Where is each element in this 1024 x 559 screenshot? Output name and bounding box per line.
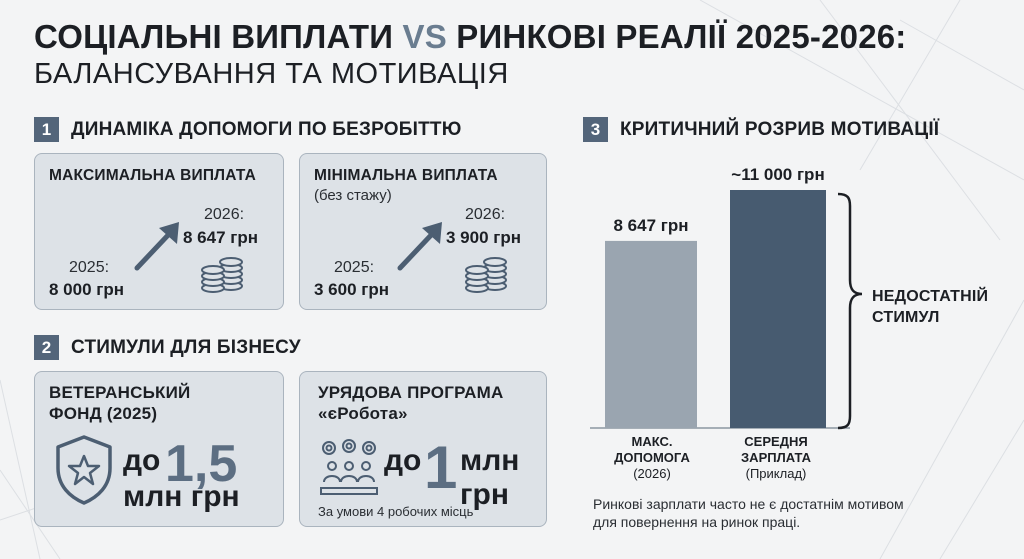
bar-label-benefit-line1: МАКС. [631, 434, 673, 449]
section3-number: 3 [583, 117, 608, 142]
coins-stack-icon [201, 257, 243, 293]
title-vs: VS [402, 18, 447, 55]
max-year-from: 2025: [69, 259, 110, 276]
erobota-note: За умови 4 робочих місць [318, 504, 474, 519]
max-value-from: 8 000 грн [49, 280, 124, 299]
bar-benefit [605, 240, 697, 428]
section1-title: ДИНАМІКА ДОПОМОГИ ПО БЕЗРОБІТТЮ [71, 118, 462, 140]
erobota-title-line2: «єРобота» [318, 404, 408, 423]
page-title: СОЦІАЛЬНІ ВИПЛАТИ VS РИНКОВІ РЕАЛІЇ 2025… [34, 18, 907, 56]
section2-number: 2 [34, 335, 59, 360]
title-part2: РИНКОВІ РЕАЛІЇ 2025-2026: [456, 18, 907, 55]
footnote-line2: для повернення на ринок праці. [593, 514, 801, 530]
veteran-fund-title: ВЕТЕРАНСЬКИЙ ФОНД (2025) [49, 382, 190, 424]
brace-label: НЕДОСТАТНІЙ СТИМУЛ [872, 286, 988, 328]
section2-header: 2 СТИМУЛИ ДЛЯ БІЗНЕСУ [34, 335, 301, 360]
erobota-card: УРЯДОВА ПРОГРАМА «єРобота» до 1 млн грн … [299, 371, 547, 527]
bar-label-salary-sub: (Приклад) [745, 466, 807, 481]
erobota-prefix: до [384, 444, 422, 477]
section3-title: КРИТИЧНИЙ РОЗРИВ МОТИВАЦІЇ [620, 118, 940, 140]
bar-label-benefit: МАКС. ДОПОМОГА (2026) [604, 434, 700, 482]
bar-label-salary: СЕРЕДНЯ ЗАРПЛАТА (Приклад) [724, 434, 828, 482]
veteran-prefix: до [123, 444, 161, 477]
bar-label-salary-line2: ЗАРПЛАТА [741, 450, 811, 465]
bar-salary [730, 190, 826, 428]
max-value-to: 8 647 грн [183, 228, 258, 247]
min-value-from: 3 600 грн [314, 280, 389, 299]
page-subtitle: БАЛАНСУВАННЯ ТА МОТИВАЦІЯ [34, 58, 509, 90]
gap-bar-chart: 8 647 грн ~11 000 грн [590, 165, 863, 430]
section3-header: 3 КРИТИЧНИЙ РОЗРИВ МОТИВАЦІЇ [583, 117, 939, 142]
bar-value-salary: ~11 000 грн [731, 165, 824, 184]
veteran-title-line1: ВЕТЕРАНСЬКИЙ [49, 383, 191, 402]
veteran-title-line2: ФОНД (2025) [49, 404, 158, 423]
min-value-to: 3 900 грн [446, 228, 521, 247]
curly-brace-icon [837, 192, 863, 430]
bar-label-benefit-line2: ДОПОМОГА [614, 450, 690, 465]
max-year-to: 2026: [204, 206, 245, 223]
min-year-to: 2026: [465, 206, 506, 223]
section1-header: 1 ДИНАМІКА ДОПОМОГИ ПО БЕЗРОБІТТЮ [34, 117, 462, 142]
arrow-up-right-icon [397, 222, 442, 271]
min-payment-subtitle: (без стажу) [314, 187, 392, 204]
brace-label-line2: СТИМУЛ [872, 309, 940, 326]
section2-title: СТИМУЛИ ДЛЯ БІЗНЕСУ [71, 336, 301, 358]
veteran-fund-card: ВЕТЕРАНСЬКИЙ ФОНД (2025) до 1,5 млн грн [34, 371, 284, 527]
footnote-line1: Ринкові зарплати часто не є достатнім мо… [593, 496, 904, 512]
max-payment-title: МАКСИМАЛЬНА ВИПЛАТА [49, 167, 256, 184]
coins-stack-icon [465, 257, 507, 293]
min-payment-card: МІНІМАЛЬНА ВИПЛАТА (без стажу) 2026: 3 9… [299, 153, 547, 310]
arrow-up-right-icon [134, 222, 179, 271]
erobota-unit: млн грн [460, 444, 519, 512]
bar-label-salary-line1: СЕРЕДНЯ [744, 434, 808, 449]
max-payment-card: МАКСИМАЛЬНА ВИПЛАТА 2026: 8 647 грн 2025… [34, 153, 284, 310]
team-gears-icon [320, 439, 378, 495]
erobota-unit-line1: млн [460, 444, 520, 477]
bar-label-benefit-sub: (2026) [633, 466, 671, 481]
erobota-title: УРЯДОВА ПРОГРАМА «єРобота» [318, 382, 503, 424]
veteran-amount: 1,5 [165, 435, 238, 493]
shield-star-icon [56, 435, 112, 505]
title-part1: СОЦІАЛЬНІ ВИПЛАТИ [34, 18, 394, 55]
section1-number: 1 [34, 117, 59, 142]
brace-label-line1: НЕДОСТАТНІЙ [872, 288, 989, 305]
min-payment-title: МІНІМАЛЬНА ВИПЛАТА [314, 167, 498, 184]
min-year-from: 2025: [334, 259, 375, 276]
erobota-unit-line2: грн [460, 478, 509, 511]
chart-footnote: Ринкові зарплати часто не є достатнім мо… [593, 495, 904, 531]
veteran-unit: млн грн [123, 480, 240, 513]
bar-value-benefit: 8 647 грн [614, 216, 689, 235]
erobota-title-line1: УРЯДОВА ПРОГРАМА [318, 383, 504, 402]
erobota-amount: 1 [424, 434, 458, 501]
